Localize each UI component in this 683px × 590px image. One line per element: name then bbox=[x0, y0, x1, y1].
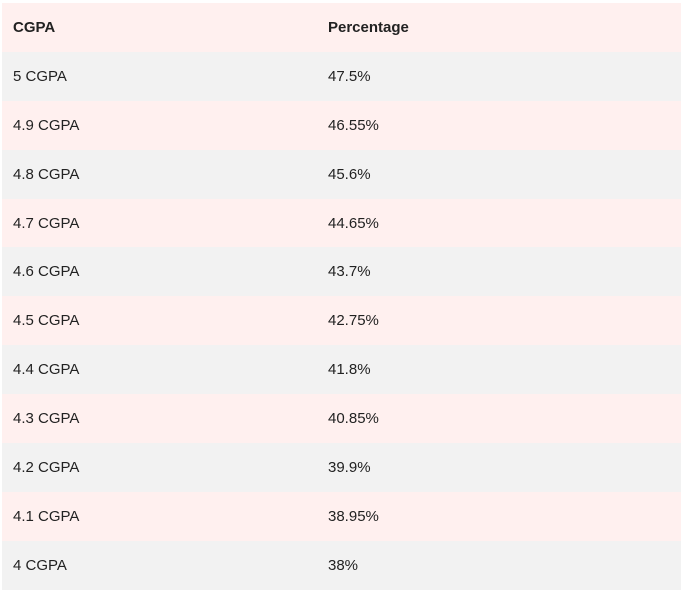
table-cell: 4.9 CGPA bbox=[13, 116, 80, 134]
table-cell: 42.75% bbox=[328, 312, 379, 330]
header-row: CGPA Percentage bbox=[2, 3, 681, 52]
table-cell: 40.85% bbox=[328, 410, 379, 428]
table-cell: 44.65% bbox=[328, 214, 379, 232]
table-cell: 38.95% bbox=[328, 507, 379, 525]
table-row: 4.7 CGPA 44.65% bbox=[2, 198, 681, 248]
table-cell: 5 CGPA bbox=[13, 67, 67, 85]
table-row: 4.8 CGPA 45.6% bbox=[2, 149, 681, 199]
table-cell: 4.8 CGPA bbox=[13, 165, 80, 183]
table-cell: 41.8% bbox=[328, 361, 371, 379]
table-row: 4.5 CGPA 42.75% bbox=[2, 296, 681, 346]
table-cell: 45.6% bbox=[328, 165, 371, 183]
table-cell: 4 CGPA bbox=[13, 556, 67, 574]
table-cell: 4.7 CGPA bbox=[13, 214, 80, 232]
table-cell: 43.7% bbox=[328, 263, 371, 281]
table-cell: 4.2 CGPA bbox=[13, 458, 80, 476]
table-row: 4.9 CGPA 46.55% bbox=[2, 100, 681, 150]
table-cell: 47.5% bbox=[328, 67, 371, 85]
table-row: 4.2 CGPA 39.9% bbox=[2, 443, 681, 492]
table-cell: 4.3 CGPA bbox=[13, 410, 80, 428]
table-row: 4.1 CGPA 38.95% bbox=[2, 491, 681, 541]
table-row: 5 CGPA 47.5% bbox=[2, 51, 681, 101]
table-cell: 38% bbox=[328, 556, 359, 574]
header-cell: CGPA bbox=[13, 18, 56, 36]
table-row: 4 CGPA 38% bbox=[2, 540, 681, 590]
table: CGPA Percentage 5 CGPA 47.5% 4.9 CGPA 46.55% 4… bbox=[2, 3, 681, 590]
table-cell: 46.55% bbox=[328, 116, 379, 134]
table-row: 4.4 CGPA 41.8% bbox=[2, 345, 681, 395]
header-cell: Percentage bbox=[328, 18, 409, 36]
table-cell: 39.9% bbox=[328, 458, 371, 476]
table-cell: 4.1 CGPA bbox=[13, 507, 80, 525]
table-cell: 4.4 CGPA bbox=[13, 361, 80, 379]
table-row: 4.6 CGPA 43.7% bbox=[2, 247, 681, 297]
table-cell: 4.5 CGPA bbox=[13, 312, 80, 330]
table-row: 4.3 CGPA 40.85% bbox=[2, 394, 681, 444]
table-cell: 4.6 CGPA bbox=[13, 263, 80, 281]
